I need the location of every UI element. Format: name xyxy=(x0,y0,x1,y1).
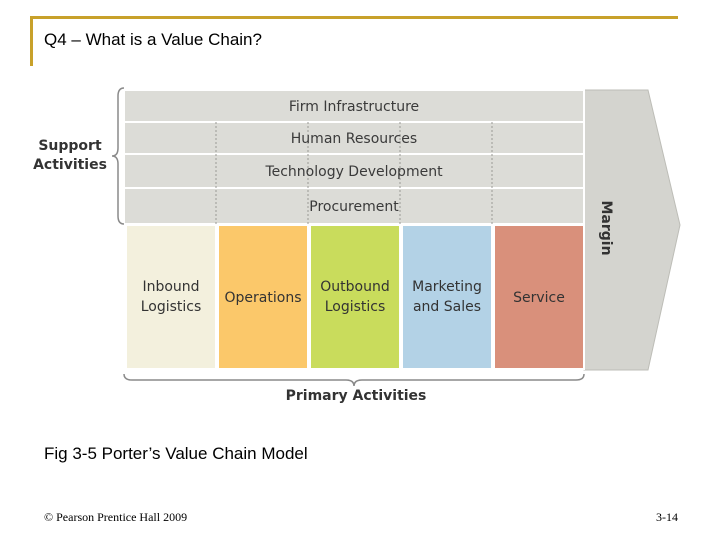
primary-activities-label: Primary Activities xyxy=(286,388,427,404)
primary-activity-label: Logistics xyxy=(141,299,202,315)
primary-activity-label: Outbound xyxy=(320,279,389,295)
primary-column-inbound-logistics xyxy=(125,224,217,370)
primary-activities-block: Inbound Logistics Operations Outbound Lo… xyxy=(125,224,585,370)
title-frame-top-rule xyxy=(30,16,678,19)
support-activities-label: Support xyxy=(38,138,102,154)
support-activities-bracket xyxy=(111,87,125,225)
primary-activity-label: Inbound xyxy=(142,279,199,295)
primary-activity-label: Service xyxy=(513,290,565,306)
footer-page-number: 3-14 xyxy=(656,510,678,524)
support-activities-block: Firm Infrastructure Human Resources Tech… xyxy=(123,89,585,225)
support-band-procurement xyxy=(123,187,585,225)
support-activities-label: Activities xyxy=(33,157,107,173)
primary-activities-bracket xyxy=(123,373,585,387)
primary-column-marketing-and-sales xyxy=(401,224,493,370)
support-activity-label: Technology Development xyxy=(264,164,443,180)
support-band-technology-development xyxy=(123,153,585,189)
footer-copyright: © Pearson Prentice Hall 2009 xyxy=(44,510,188,524)
support-band-firm-infrastructure xyxy=(123,89,585,123)
support-activity-label: Procurement xyxy=(309,199,399,215)
primary-column-service xyxy=(493,224,585,370)
primary-column-outbound-logistics xyxy=(309,224,401,370)
primary-activity-label: Operations xyxy=(225,290,302,306)
primary-activity-label: Marketing xyxy=(412,279,482,295)
primary-activity-label: and Sales xyxy=(413,299,481,315)
support-activity-label: Human Resources xyxy=(291,131,417,147)
support-activity-label: Firm Infrastructure xyxy=(289,99,419,115)
primary-activity-label: Logistics xyxy=(325,299,386,315)
title-frame-left-rule xyxy=(30,16,33,66)
figure-caption: Fig 3-5 Porter’s Value Chain Model xyxy=(44,444,308,463)
value-chain-diagram: Margin Firm Infrastructure Human Resourc… xyxy=(33,87,681,404)
primary-column-operations xyxy=(217,224,309,370)
margin-label: Margin xyxy=(598,200,614,255)
slide-title: Q4 – What is a Value Chain? xyxy=(44,30,262,49)
